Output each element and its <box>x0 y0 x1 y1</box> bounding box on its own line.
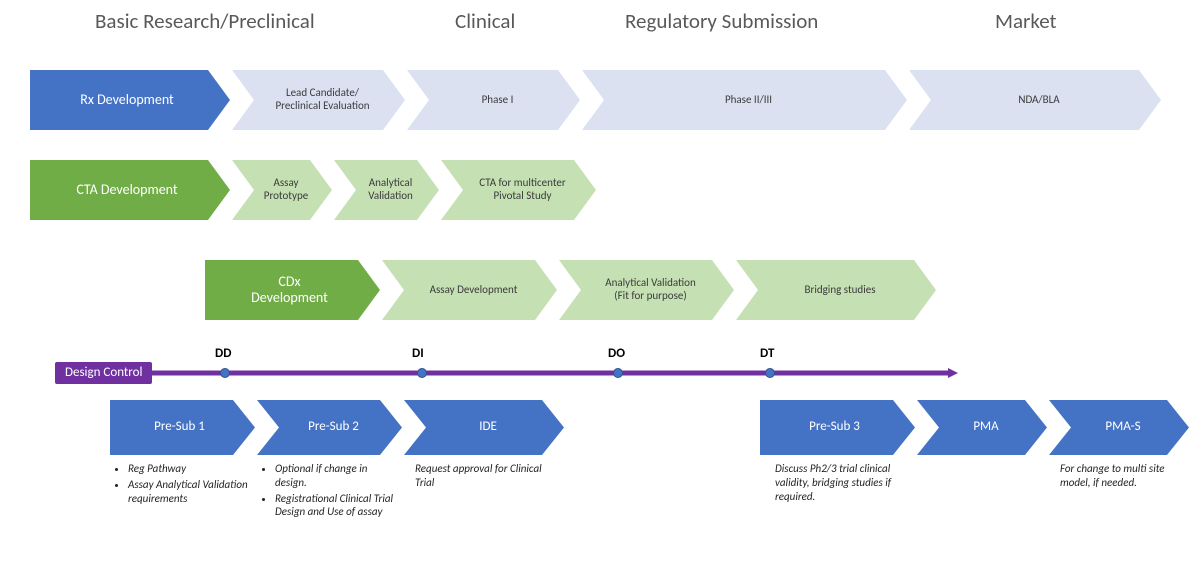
reg-pma-label: PMA <box>917 400 1047 455</box>
note-presub2: Optional if change in design.Registratio… <box>257 462 397 521</box>
heading-market: Market <box>995 8 1057 34</box>
reg-presub2-label: Pre-Sub 2 <box>257 400 402 455</box>
dc-marker-dd <box>220 368 230 378</box>
cdx-s2: Analytical Validation (Fit for purpose) <box>559 260 734 320</box>
note-presub1: Reg Pathway Assay Analytical Validation r… <box>110 462 250 507</box>
heading-clinical: Clinical <box>455 8 515 34</box>
note-presub1-item: Reg Pathway <box>128 462 250 476</box>
cta-s3: CTA for multicenter Pivotal Study <box>441 160 596 220</box>
design-control-line <box>55 366 960 380</box>
cta-s2: Analytical Validation <box>334 160 439 220</box>
rx-lead: Rx Development <box>30 70 230 130</box>
rx-s4-label: NDA/BLA <box>909 70 1161 130</box>
cta-lead-label: CTA Development <box>30 160 230 220</box>
rx-s1: Lead Candidate/ Preclinical Evaluation <box>232 70 405 130</box>
design-control-label: Design Control <box>55 362 152 384</box>
cta-s1-label: Assay Prototype <box>232 160 332 220</box>
heading-regulatory: Regulatory Submission <box>625 8 818 34</box>
dc-marker-label-dt: DT <box>760 346 774 361</box>
cdx-s3: Bridging studies <box>736 260 936 320</box>
reg-ide: IDE <box>404 400 564 455</box>
cdx-s2-label: Analytical Validation (Fit for purpose) <box>559 260 734 320</box>
reg-presub1-label: Pre-Sub 1 <box>110 400 255 455</box>
rx-s3-label: Phase II/III <box>582 70 907 130</box>
reg-presub1: Pre-Sub 1 <box>110 400 255 455</box>
reg-ide-label: IDE <box>404 400 564 455</box>
note-presub3: Discuss Ph2/3 trial clinical validity, b… <box>775 462 925 503</box>
note-presub2-item: Registrational Clinical Trial Design and… <box>275 492 397 520</box>
rx-lead-label: Rx Development <box>30 70 230 130</box>
rx-s4: NDA/BLA <box>909 70 1161 130</box>
note-ide: Request approval for Clinical Trial <box>415 462 555 490</box>
reg-pma: PMA <box>917 400 1047 455</box>
cta-lead: CTA Development <box>30 160 230 220</box>
dc-marker-label-dd: DD <box>215 346 231 361</box>
reg-presub2: Pre-Sub 2 <box>257 400 402 455</box>
cdx-s1: Assay Development <box>382 260 557 320</box>
cta-s2-label: Analytical Validation <box>334 160 439 220</box>
reg-pmas-label: PMA-S <box>1049 400 1189 455</box>
rx-s2-label: Phase I <box>407 70 580 130</box>
cdx-s3-label: Bridging studies <box>736 260 936 320</box>
reg-presub3-label: Pre-Sub 3 <box>760 400 915 455</box>
note-presub1-item: Assay Analytical Validation requirements <box>128 478 250 506</box>
dc-marker-label-di: DI <box>412 346 424 361</box>
note-pmas: For change to multi site model, if neede… <box>1060 462 1190 490</box>
rx-s1-label: Lead Candidate/ Preclinical Evaluation <box>232 70 405 130</box>
cdx-s1-label: Assay Development <box>382 260 557 320</box>
rx-s3: Phase II/III <box>582 70 907 130</box>
dc-marker-do <box>613 368 623 378</box>
dc-marker-di <box>417 368 427 378</box>
cdx-lead-label: CDx Development <box>205 260 380 320</box>
cta-s1: Assay Prototype <box>232 160 332 220</box>
dc-marker-label-do: DO <box>608 346 625 361</box>
dc-marker-dt <box>765 368 775 378</box>
rx-s2: Phase I <box>407 70 580 130</box>
note-presub2-item: Optional if change in design. <box>275 462 397 490</box>
cdx-lead: CDx Development <box>205 260 380 320</box>
cta-s3-label: CTA for multicenter Pivotal Study <box>441 160 596 220</box>
heading-preclinical: Basic Research/Preclinical <box>95 8 315 34</box>
reg-pmas: PMA-S <box>1049 400 1189 455</box>
reg-presub3: Pre-Sub 3 <box>760 400 915 455</box>
